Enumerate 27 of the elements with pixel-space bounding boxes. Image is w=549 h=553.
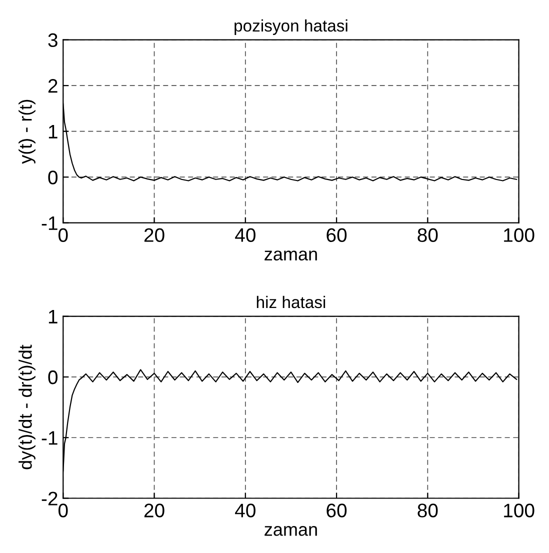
x-tick-label: 20 [144, 228, 164, 242]
chart-title: hiz hatasi [256, 296, 326, 308]
y-axis-title: y(t) - r(t) [18, 100, 36, 164]
x-tick-label: 40 [235, 228, 256, 242]
x-axis-title: zaman [264, 250, 317, 260]
x-tick-label: 100 [504, 228, 534, 242]
x-tick-label: 80 [418, 228, 438, 242]
y-tick-label: -1 [42, 431, 58, 445]
y-tick-label: 2 [48, 79, 58, 93]
y-tick-label: -2 [42, 492, 58, 506]
y-tick-label: 1 [48, 125, 58, 138]
x-tick-label: 60 [326, 228, 347, 242]
y-axis-title: dy(t)/dt - dr(t)/dt [18, 344, 36, 470]
x-tick-label: 0 [58, 228, 68, 242]
y-tick-label: 1 [48, 310, 58, 324]
x-tick-label: 0 [58, 504, 68, 518]
y-tick-label: 3 [48, 33, 58, 48]
y-tick-label: 0 [48, 170, 58, 184]
x-tick-label: 40 [235, 504, 256, 518]
x-tick-label: 80 [418, 504, 438, 518]
x-axis-title: zaman [264, 526, 317, 536]
chart-title: pozisyon hatasi [234, 19, 348, 35]
x-tick-label: 100 [504, 504, 534, 518]
y-tick-label: -1 [42, 216, 58, 230]
x-tick-label: 20 [144, 504, 164, 518]
y-tick-label: 0 [48, 370, 58, 384]
x-tick-label: 60 [326, 504, 347, 518]
